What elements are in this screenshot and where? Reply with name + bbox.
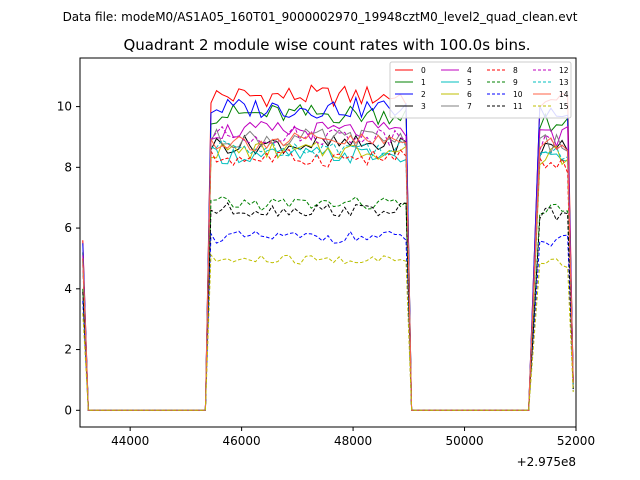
y-tick-label: 0: [64, 403, 72, 417]
x-tick-label: 52000: [557, 434, 595, 448]
series-line-7: [82, 128, 574, 411]
series-layer: [82, 84, 574, 411]
x-tick-label: 44000: [111, 434, 149, 448]
x-tick-label: 50000: [445, 434, 483, 448]
legend-label-6: 6: [467, 90, 472, 99]
series-line-1: [82, 103, 574, 411]
series-line-4: [82, 120, 574, 411]
series-line-13: [82, 138, 574, 411]
series-line-5: [82, 145, 574, 411]
axes-frame: [79, 57, 577, 428]
legend-label-1: 1: [421, 78, 426, 87]
legend-label-8: 8: [513, 66, 518, 75]
legend-label-4: 4: [467, 66, 472, 75]
chart-title: Quadrant 2 module wise count rates with …: [123, 36, 530, 54]
x-tick-label: 48000: [334, 434, 372, 448]
chart-suptitle: Data file: modeM0/AS1A05_160T01_90000029…: [63, 10, 578, 24]
x-tick-label: 46000: [223, 434, 261, 448]
y-tick-label: 4: [64, 282, 72, 296]
series-line-15: [82, 253, 574, 411]
legend-label-15: 15: [559, 102, 569, 111]
legend-label-2: 2: [421, 90, 426, 99]
legend-label-3: 3: [421, 102, 426, 111]
series-line-14: [82, 132, 574, 411]
series-line-10: [82, 230, 574, 411]
legend-label-14: 14: [559, 90, 569, 99]
series-line-3: [82, 134, 574, 411]
legend-label-11: 11: [513, 102, 523, 111]
series-line-8: [82, 148, 574, 411]
series-line-2: [82, 95, 574, 411]
legend-label-5: 5: [467, 78, 472, 87]
series-line-6: [82, 141, 574, 411]
legend-label-12: 12: [559, 66, 569, 75]
x-axis: 44000 46000 48000 50000 52000: [111, 427, 595, 448]
series-line-9: [82, 196, 574, 411]
legend-label-7: 7: [467, 102, 472, 111]
y-tick-label: 6: [64, 221, 72, 235]
y-axis: 0 2 4 6 8 10: [57, 100, 80, 417]
series-line-11: [82, 202, 574, 411]
legend-box: [389, 61, 572, 119]
legend-label-10: 10: [513, 90, 523, 99]
series-line-12: [82, 125, 574, 411]
y-tick-label: 10: [57, 100, 72, 114]
x-offset-label: +2.975e8: [517, 455, 576, 469]
y-tick-label: 8: [64, 160, 72, 174]
y-tick-label: 2: [64, 343, 72, 357]
legend-label-13: 13: [559, 78, 569, 87]
legend-label-9: 9: [513, 78, 518, 87]
series-line-0: [82, 84, 574, 411]
legend-label-0: 0: [421, 66, 426, 75]
